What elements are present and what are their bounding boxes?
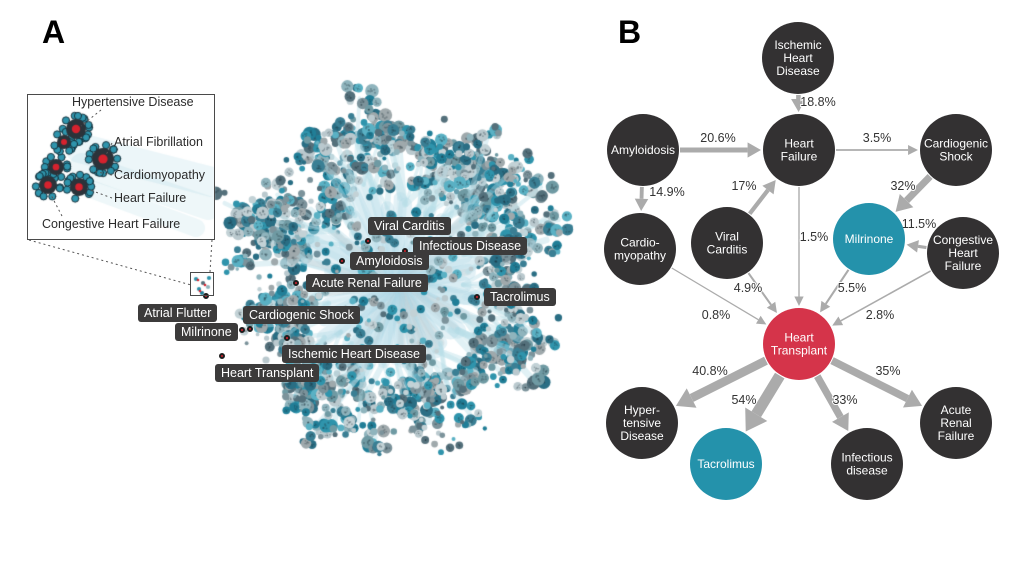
- label-marker-dot: [474, 294, 480, 300]
- map-label-chip: Viral Carditis: [368, 217, 451, 235]
- label-marker-dot: [219, 353, 225, 359]
- label-marker-dot: [284, 335, 290, 341]
- inset-label: Atrial Fibrillation: [114, 135, 203, 149]
- panel-a-label: A: [42, 14, 66, 50]
- callout-source-box: [190, 272, 214, 296]
- inset-label: Hypertensive Disease: [72, 95, 194, 109]
- inset-label: Cardiomyopathy: [114, 168, 206, 182]
- map-label-chip: Milrinone: [175, 323, 238, 341]
- map-label-chip: Infectious Disease: [413, 237, 528, 255]
- label-marker-dot: [365, 238, 371, 244]
- map-label-chip: Heart Transplant: [215, 364, 320, 382]
- label-marker-dot: [203, 293, 209, 299]
- map-label-chip: Acute Renal Failure: [306, 274, 428, 292]
- map-label-chip: Ischemic Heart Disease: [282, 345, 426, 363]
- inset-label: Congestive Heart Failure: [42, 217, 181, 231]
- map-label-chip: Tacrolimus: [484, 288, 556, 306]
- map-label-chip: Amyloidosis: [350, 252, 429, 270]
- panel-b-label: B: [618, 14, 642, 50]
- inset-zoom-box: [27, 94, 215, 240]
- label-marker-dot: [247, 326, 253, 332]
- label-marker-dot: [339, 258, 345, 264]
- label-marker-dot: [293, 280, 299, 286]
- label-marker-dot: [239, 327, 245, 333]
- map-label-chip: Cardiogenic Shock: [243, 306, 360, 324]
- map-label-chip: Atrial Flutter: [138, 304, 218, 322]
- inset-label: Heart Failure: [114, 191, 187, 205]
